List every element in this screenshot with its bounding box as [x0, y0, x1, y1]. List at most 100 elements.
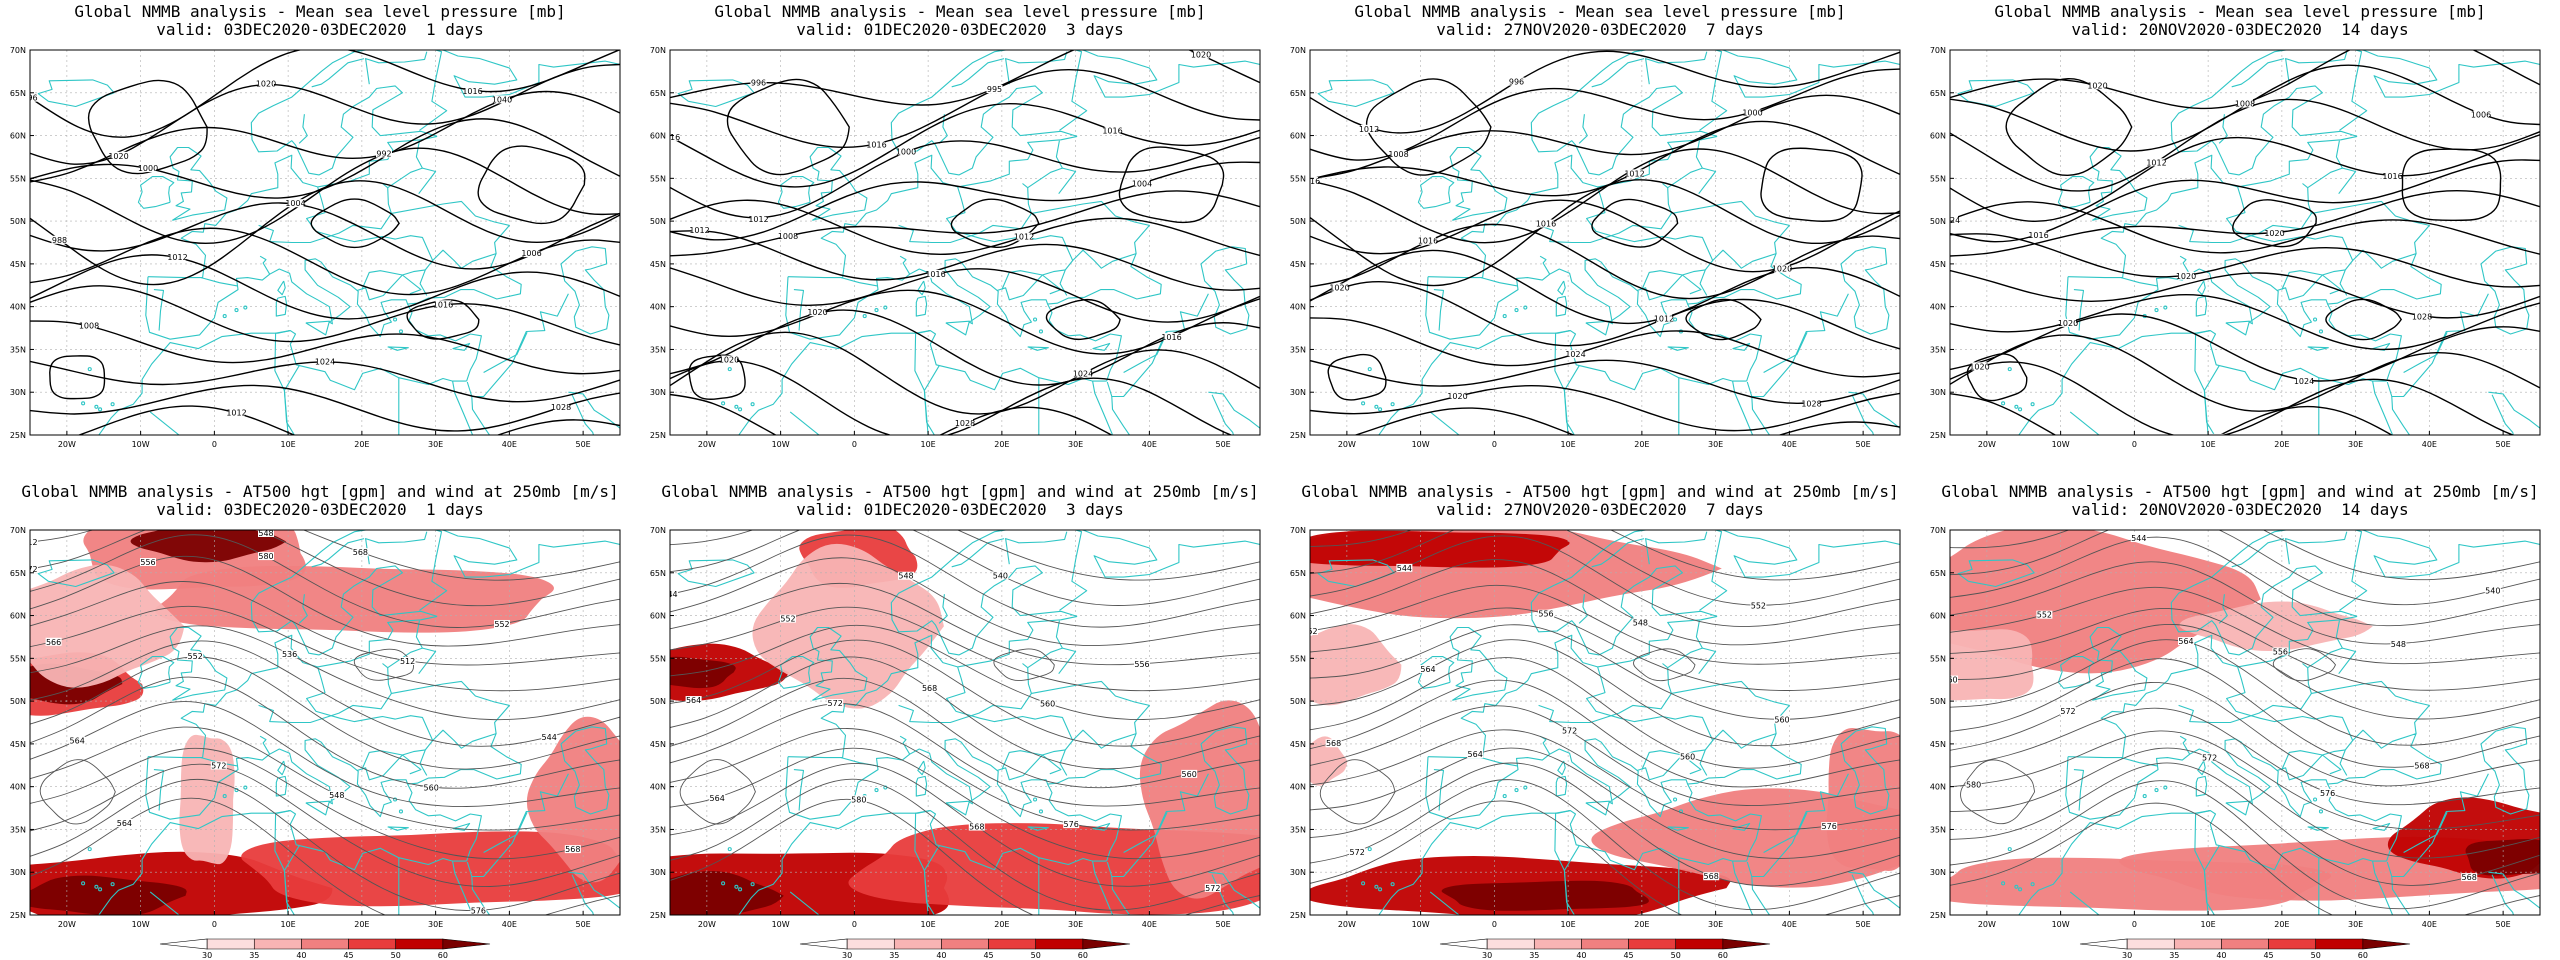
latitude-tick-label: 50N [1290, 697, 1306, 706]
latitude-tick-label: 60N [10, 132, 26, 141]
map-panel-r2-c2: Global NMMB analysis - AT500 hgt [gpm] a… [640, 480, 1280, 960]
latitude-tick-label: 65N [10, 89, 26, 98]
longitude-tick-label: 0 [1492, 920, 1497, 929]
contour-label: 552 [494, 620, 509, 629]
wind-speed-shading [1591, 788, 1900, 888]
contour-label: 1012 [1014, 233, 1034, 242]
contour-label: 1012 [1624, 169, 1644, 178]
map-panel-r1-c2: Global NMMB analysis - Mean sea level pr… [640, 0, 1280, 480]
contour-label: 1024 [1940, 216, 1960, 225]
contour-label: 1024 [1565, 350, 1585, 359]
longitude-tick-label: 10E [921, 920, 936, 929]
coastlines [1317, 530, 1900, 915]
longitude-tick-label: 0 [852, 440, 857, 449]
latitude-tick-label: 70N [1930, 46, 1946, 55]
contour-label: 548 [898, 572, 913, 581]
latitude-tick-label: 45N [1290, 740, 1306, 749]
contour-labels: 996 1000 1008 1012 1016 1016 1020 1016 1012 1020 1… [1310, 77, 1822, 408]
map-content: 996 995 1016 1000 1004 1008 1012 1012 1016 1016 10… [670, 50, 1260, 435]
colorbar-segment [1439, 938, 1488, 950]
contour-label: 1016 [2028, 231, 2048, 240]
latitude-tick-label: 30N [10, 388, 26, 397]
longitude-tick-label: 20E [2274, 920, 2289, 929]
contour-label: 1016 [2441, 463, 2461, 472]
latitude-tick-label: 40N [10, 783, 26, 792]
contour-label: 1028 [1801, 399, 1821, 408]
contour-label: 1040 [492, 95, 512, 104]
contour-label: 1020 [2087, 81, 2107, 90]
contour-label: 556 [1538, 610, 1553, 619]
contour-label: 1008 [1388, 150, 1408, 159]
longitude-tick-label: 30E [1708, 920, 1723, 929]
contour-label: 1012 [689, 226, 709, 235]
latitude-tick-label: 40N [10, 303, 26, 312]
colorbar-tick-label: 60 [1078, 951, 1088, 960]
latitude-tick-label: 50N [10, 697, 26, 706]
graticule [30, 530, 620, 915]
longitude-tick-label: 40E [2422, 920, 2437, 929]
wind-speed-shading [848, 823, 1260, 915]
colorbar-segment [442, 938, 491, 950]
map-panel-r1-c1: Global NMMB analysis - Mean sea level pr… [0, 0, 640, 480]
longitude-tick-label: 20W [1338, 920, 1356, 929]
colorbar-tick-label: 60 [2358, 951, 2368, 960]
contour-label: 560 [1182, 770, 1197, 779]
map-panel-r2-c1: Global NMMB analysis - AT500 hgt [gpm] a… [0, 480, 640, 960]
graticule [1310, 530, 1900, 915]
wind-colorbar: 30 35 40 45 50 60 [1439, 938, 1771, 960]
map-plot: 536 540 544 548 552 556 560 564 568 572 576 580 572 5… [1930, 526, 2541, 960]
contour-label: 564 [70, 737, 85, 746]
latitude-tick-label: 35N [1930, 825, 1946, 834]
longitude-tick-label: 30E [1068, 440, 1083, 449]
contour-labels: 996 995 1016 1000 1004 1008 1012 1012 1016 1016 10… [670, 50, 1211, 428]
longitude-tick-label: 0 [1492, 440, 1497, 449]
map-background [670, 50, 1260, 435]
contour-labels: 516 540 544 548 556 552 560 564 568 560 572 576 564 5… [670, 530, 1221, 893]
colorbar-segment [1581, 938, 1629, 950]
colorbar-segment [348, 938, 397, 950]
map-frame [29, 49, 621, 436]
height-contours [1950, 530, 2540, 915]
colorbar-segment [2221, 938, 2269, 950]
latitude-tick-label: 65N [10, 569, 26, 578]
contour-labels: 1008 1006 1012 1016 1016 1020 1024 1020 1028 1020… [1940, 81, 2491, 472]
colorbar-tick-label: 35 [2169, 951, 2179, 960]
panel-title: Global NMMB analysis - AT500 hgt [gpm] a… [1301, 482, 1899, 501]
coastlines [677, 530, 1260, 915]
panel-valid-period: valid: 03DEC2020-03DEC2020 1 days [156, 20, 484, 39]
contour-label: 572 [22, 565, 37, 574]
colorbar-segment [2173, 938, 2222, 950]
colorbar-segment [2079, 938, 2128, 950]
contour-label: 560 [1040, 699, 1055, 708]
contour-label: 566 [46, 638, 61, 647]
colorbar-tick-label: 60 [438, 951, 448, 960]
contour-label: 1012 [748, 215, 768, 224]
contour-label: 560 [1774, 716, 1789, 725]
colorbar-segment [1628, 938, 1677, 950]
colorbar-segment [2126, 938, 2175, 950]
longitude-tick-label: 50E [2496, 920, 2511, 929]
latitude-tick-label: 30N [1930, 868, 1946, 877]
wind-speed-shading [670, 656, 736, 689]
latitude-tick-label: 40N [650, 303, 666, 312]
wind-speed-shading [670, 870, 784, 915]
latitude-tick-label: 60N [650, 132, 666, 141]
map-content: 1008 1006 1012 1016 1016 1020 1024 1020 1028 1020… [1940, 50, 2540, 472]
latitude-tick-label: 45N [1930, 260, 1946, 269]
latitude-tick-label: 55N [10, 174, 26, 183]
contour-label: 1012 [167, 253, 187, 262]
latitude-tick-label: 25N [1930, 911, 1946, 920]
longitude-tick-label: 0 [852, 920, 857, 929]
map-frame [669, 529, 1261, 916]
latitude-tick-label: 35N [1930, 345, 1946, 354]
colorbar-tick-label: 30 [842, 951, 852, 960]
contour-label: 1016 [2205, 434, 2225, 443]
longitude-tick-label: 0 [212, 920, 217, 929]
longitude-tick-label: 10W [132, 920, 150, 929]
contour-label: 556 [140, 558, 155, 567]
latitude-tick-label: 60N [1930, 612, 1946, 621]
longitude-tick-label: 20W [1338, 440, 1356, 449]
contour-label: 1020 [1969, 362, 1989, 371]
longitude-tick-label: 10E [2201, 440, 2216, 449]
panel-valid-period: valid: 20NOV2020-03DEC2020 14 days [2071, 500, 2409, 519]
